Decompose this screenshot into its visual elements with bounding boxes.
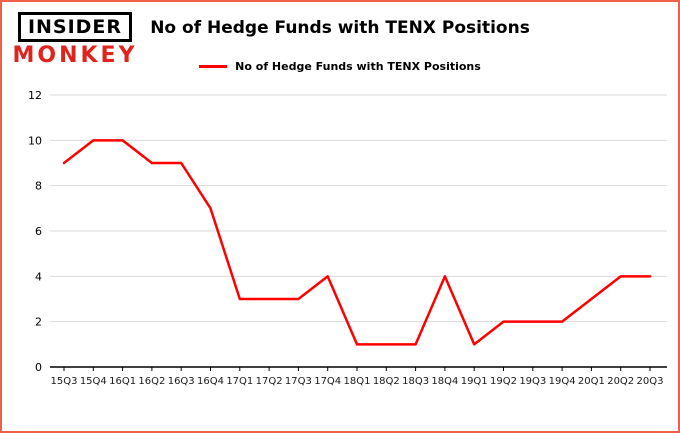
y-tick-label: 12 [28,89,42,102]
y-tick-label: 4 [35,270,42,283]
y-tick-label: 8 [35,180,42,193]
x-tick-label: 16Q4 [197,376,224,387]
gridlines [50,94,667,323]
legend-line-swatch [199,65,228,68]
x-tick-label: 20Q2 [607,376,634,387]
x-tick-label: 17Q2 [256,376,283,387]
x-tick-label: 16Q2 [138,376,165,387]
chart-title: No of Hedge Funds with TENX Positions [150,18,530,38]
x-tick-label: 18Q4 [431,376,458,387]
x-tick-label: 17Q1 [226,376,253,387]
y-tick-label: 0 [35,361,42,374]
x-tick-label: 19Q4 [549,376,576,387]
x-tick-label: 18Q2 [373,376,400,387]
x-tick-label: 17Q4 [314,376,341,387]
y-tick-label: 6 [35,225,42,238]
x-tick-label: 18Q1 [344,376,371,387]
y-tick-label: 10 [28,134,42,147]
x-tick-label: 19Q3 [519,376,546,387]
x-tick-label: 19Q2 [490,376,517,387]
y-axis-tick-labels: 0 2 4 6 8 10 12 [28,89,42,374]
series-line-hedge-funds [62,139,652,346]
chart-legend: No of Hedge Funds with TENX Positions [2,60,678,73]
insider-monkey-logo: INSIDER MONKEY [12,12,138,68]
x-tick-label: 20Q3 [637,376,664,387]
y-tick-label: 2 [35,316,42,329]
x-tick-label: 19Q1 [461,376,488,387]
x-tick-label: 15Q3 [51,376,78,387]
x-tick-label: 18Q3 [402,376,429,387]
x-tick-label: 16Q1 [109,376,136,387]
logo-text-insider: INSIDER [17,12,133,42]
x-tick-label: 16Q3 [168,376,195,387]
logo-text-monkey: MONKEY [12,43,138,68]
legend-label: No of Hedge Funds with TENX Positions [235,60,481,73]
x-axis-tick-labels: 15Q3 15Q4 16Q1 16Q2 16Q3 16Q4 17Q1 17Q2 17Q3 17Q4… [51,367,664,387]
x-tick-label: 20Q1 [578,376,605,387]
x-tick-label: 17Q3 [285,376,312,387]
x-tick-label: 15Q4 [80,376,107,387]
